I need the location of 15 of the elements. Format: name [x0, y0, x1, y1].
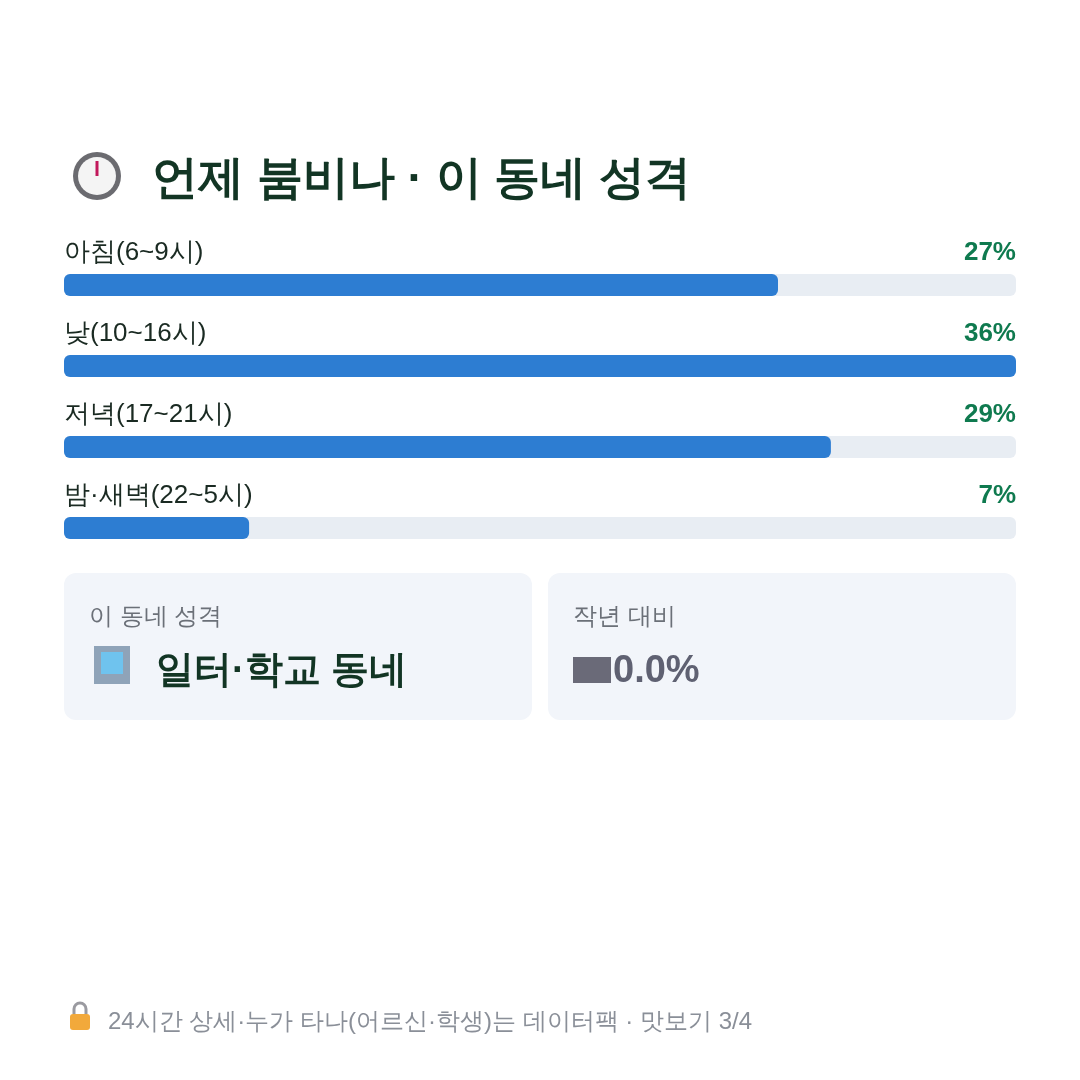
data-label: 7%	[978, 479, 1016, 509]
text: 0.0%	[613, 648, 700, 690]
text: 24시간 상세·누가 타나(어르신·학생)는 데이터팩 · 맛보기 3/4	[108, 1007, 753, 1034]
y-tick-label: 저녁(17~21시)	[64, 398, 233, 428]
text: 일터·학교 동네	[156, 648, 408, 690]
y-tick-label: 낮(10~16시)	[64, 317, 207, 347]
data-label: 29%	[963, 398, 1016, 428]
y-tick-label: 밤·새벽(22~5시)	[64, 479, 253, 509]
data-label: 27%	[963, 236, 1016, 266]
text: 이 동네 성격	[89, 602, 223, 629]
data-label: 36%	[963, 317, 1016, 347]
y-tick-label: 아침(6~9시)	[64, 236, 204, 266]
text: 작년 대비	[573, 602, 676, 629]
bar	[64, 517, 250, 539]
chart-title: 언제 붐비나 · 이 동네 성격	[152, 151, 692, 203]
